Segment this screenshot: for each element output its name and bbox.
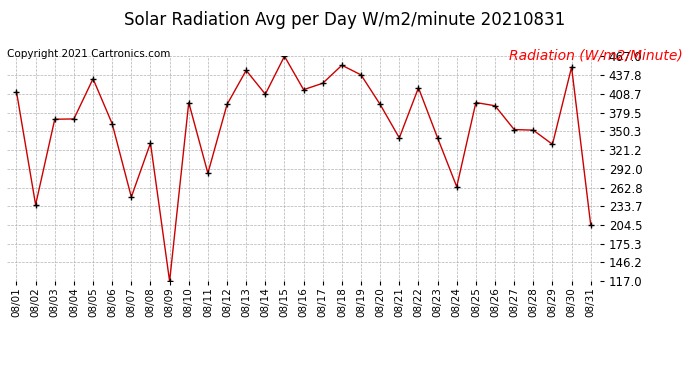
Text: Copyright 2021 Cartronics.com: Copyright 2021 Cartronics.com (7, 49, 170, 59)
Text: Solar Radiation Avg per Day W/m2/minute 20210831: Solar Radiation Avg per Day W/m2/minute … (124, 11, 566, 29)
Text: Radiation (W/m2/Minute): Radiation (W/m2/Minute) (509, 49, 683, 63)
